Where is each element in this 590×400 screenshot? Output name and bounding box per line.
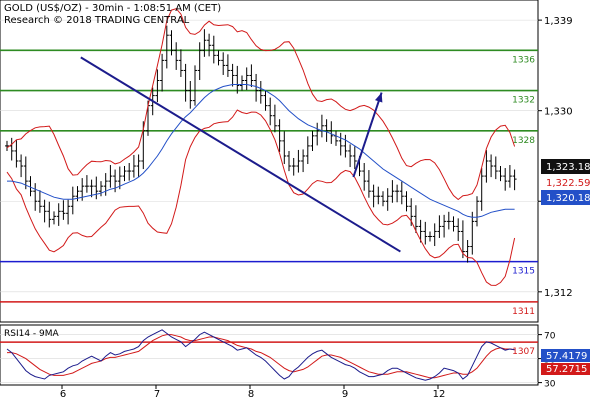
level-label: 1315 bbox=[512, 267, 535, 277]
upper-band-tag: 1,322.59 bbox=[541, 175, 590, 189]
chart-title: GOLD (US$/OZ) - 30min - 1:08:51 AM (CET) bbox=[4, 3, 221, 14]
level-label: 1328 bbox=[512, 136, 535, 146]
rsi-plot-frame bbox=[0, 324, 539, 386]
level-label: 1336 bbox=[512, 55, 535, 65]
current-price-tag: 1,323.18 bbox=[541, 159, 590, 174]
moving-average-line bbox=[7, 84, 515, 218]
ma-price-label: 1,320.18 bbox=[546, 193, 590, 204]
x-tick-label: 6 bbox=[60, 389, 66, 400]
x-tick-label: 7 bbox=[154, 389, 160, 400]
level-label: 1307 bbox=[512, 347, 535, 357]
current-price-label: 1,323.18 bbox=[546, 162, 590, 173]
rsi-tick-label: 70 bbox=[544, 332, 556, 342]
rsi-line bbox=[6, 329, 515, 381]
x-tick-label: 9 bbox=[342, 389, 348, 400]
rsi-ma-line bbox=[7, 334, 515, 379]
resistance-trendline bbox=[80, 56, 401, 253]
x-tick-label: 8 bbox=[248, 389, 254, 400]
rsi-ma-tag: 57.2715 bbox=[541, 363, 590, 375]
bollinger-upper-line bbox=[6, 8, 516, 201]
level-label: 1332 bbox=[512, 96, 535, 106]
rsi-value-tag: 57.4179 bbox=[541, 349, 590, 362]
rsi-value-label: 57.4179 bbox=[546, 351, 587, 362]
bollinger-lower-line bbox=[6, 109, 516, 286]
projection-arrow-shaft bbox=[352, 92, 383, 178]
y-tick-label: 1,330 bbox=[544, 107, 573, 118]
rsi-panel bbox=[0, 324, 539, 386]
rsi-ma-value-label: 57.2715 bbox=[546, 364, 587, 375]
main-plot-frame bbox=[0, 0, 539, 323]
upper-band-label: 1,322.59 bbox=[546, 178, 590, 189]
projection-arrow-head bbox=[374, 92, 383, 103]
rsi-panel-title: RSI14 - 9MA bbox=[4, 329, 60, 339]
chart-subtitle: Research © 2018 TRADING CENTRAL bbox=[4, 15, 190, 26]
main-panel bbox=[0, 0, 539, 323]
y-tick-label: 1,339 bbox=[544, 16, 573, 27]
x-tick-label: 12 bbox=[433, 389, 446, 400]
ma-tag: 1,320.18 bbox=[541, 190, 590, 205]
level-label: 1311 bbox=[512, 307, 535, 317]
rsi-tick-label: 30 bbox=[544, 380, 556, 390]
y-tick-label: 1,312 bbox=[544, 288, 573, 299]
